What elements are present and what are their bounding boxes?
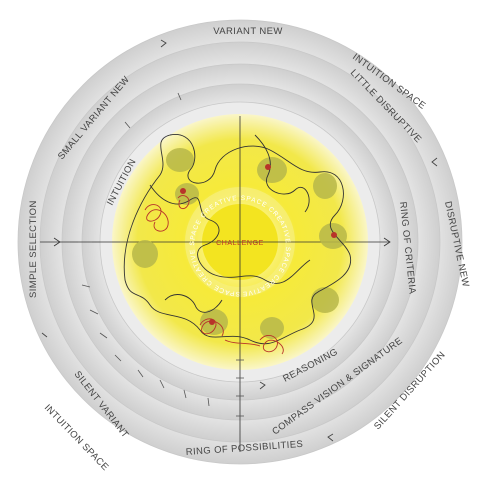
chevrons (41, 39, 438, 442)
red-scribbles (144, 195, 284, 355)
challenge-label: CHALLENGE (216, 240, 264, 247)
label-variant-new: VARIANT NEW (213, 26, 283, 37)
blobs (132, 148, 347, 339)
scribbles (123, 134, 352, 345)
tick-marks (70, 92, 244, 417)
red-dots (180, 164, 337, 325)
label-simple-selection: SIMPLE SELECTION (28, 200, 39, 298)
